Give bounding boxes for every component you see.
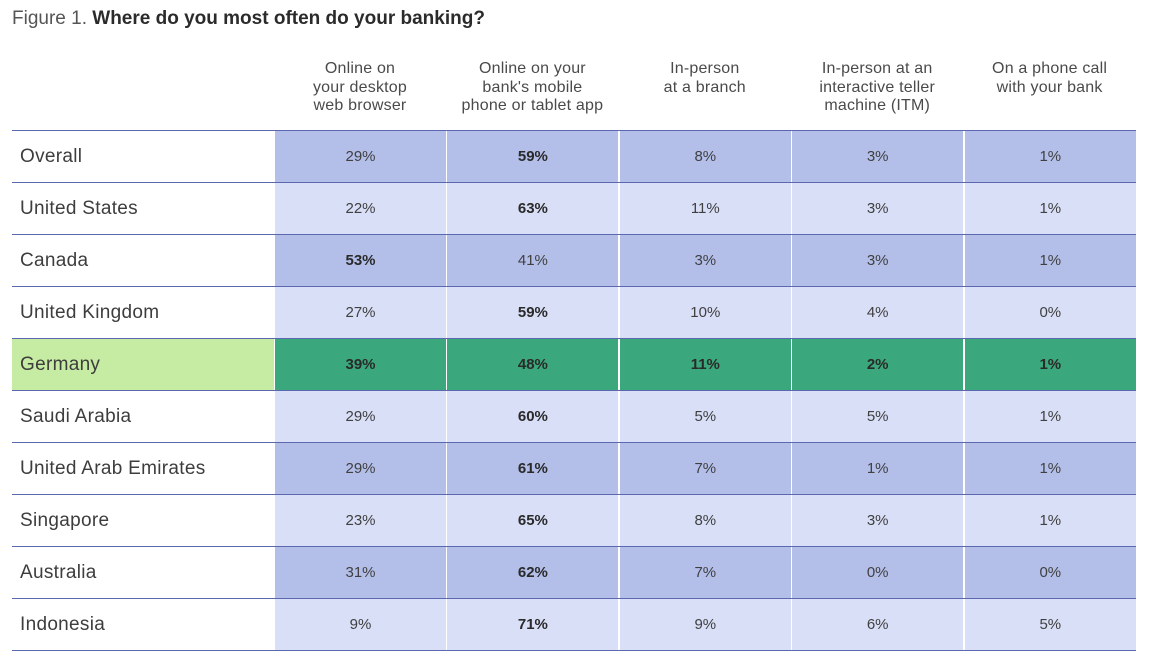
row-label: United Kingdom bbox=[12, 287, 274, 338]
data-cell: 29% bbox=[274, 131, 446, 182]
data-cell: 9% bbox=[274, 599, 446, 650]
data-cell: 29% bbox=[274, 391, 446, 442]
data-cell: 8% bbox=[618, 131, 791, 182]
figure-question: Where do you most often do your banking? bbox=[92, 8, 485, 29]
data-cell: 4% bbox=[791, 287, 964, 338]
column-header-line: bank's mobile bbox=[482, 78, 583, 96]
data-cell: 48% bbox=[446, 339, 619, 390]
data-cell: 59% bbox=[446, 131, 619, 182]
data-cell: 41% bbox=[446, 235, 619, 286]
row-label: Canada bbox=[12, 235, 274, 286]
data-cell: 61% bbox=[446, 443, 619, 494]
row-label: Saudi Arabia bbox=[12, 391, 274, 442]
data-cell: 23% bbox=[274, 495, 446, 546]
data-cell: 5% bbox=[618, 391, 791, 442]
data-cell: 3% bbox=[791, 235, 964, 286]
data-cell: 3% bbox=[618, 235, 791, 286]
table-row: Canada 53% 41% 3% 3% 1% bbox=[12, 235, 1136, 287]
row-label: Overall bbox=[12, 131, 274, 182]
data-cell: 5% bbox=[963, 599, 1136, 650]
column-header-line: In-person bbox=[670, 60, 740, 77]
table-row: United States 22% 63% 11% 3% 1% bbox=[12, 183, 1136, 235]
data-cell: 1% bbox=[963, 495, 1136, 546]
row-label: United Arab Emirates bbox=[12, 443, 274, 494]
figure-number: Figure 1. bbox=[12, 8, 87, 29]
column-header-line: On a phone call bbox=[992, 60, 1108, 77]
column-header-line: machine (ITM) bbox=[824, 97, 931, 114]
data-cell: 11% bbox=[618, 339, 791, 390]
column-header-line: interactive teller bbox=[819, 78, 936, 96]
column-header-line: Online on bbox=[324, 60, 396, 77]
data-cell: 8% bbox=[618, 495, 791, 546]
data-cell: 0% bbox=[963, 287, 1136, 338]
data-cell: 22% bbox=[274, 183, 446, 234]
data-cell: 6% bbox=[791, 599, 964, 650]
table-row: Indonesia 9% 71% 9% 6% 5% bbox=[12, 599, 1136, 651]
column-header-line: Online on your bbox=[478, 60, 586, 77]
table-row: Saudi Arabia 29% 60% 5% 5% 1% bbox=[12, 391, 1136, 443]
column-header-line: In-person at an bbox=[821, 60, 933, 77]
data-cell: 0% bbox=[791, 547, 964, 598]
data-cell: 1% bbox=[963, 131, 1136, 182]
data-cell: 59% bbox=[446, 287, 619, 338]
column-header-line: web browser bbox=[313, 97, 407, 114]
data-cell: 53% bbox=[274, 235, 446, 286]
row-label: United States bbox=[12, 183, 274, 234]
data-cell: 3% bbox=[791, 131, 964, 182]
data-cell: 1% bbox=[791, 443, 964, 494]
data-cell: 63% bbox=[446, 183, 619, 234]
data-cell: 65% bbox=[446, 495, 619, 546]
data-cell: 39% bbox=[274, 339, 446, 390]
row-label: Germany bbox=[12, 339, 274, 390]
data-cell: 0% bbox=[963, 547, 1136, 598]
data-cell: 1% bbox=[963, 339, 1136, 390]
table-row: Overall 29% 59% 8% 3% 1% bbox=[12, 131, 1136, 183]
table-row: Singapore 23% 65% 8% 3% 1% bbox=[12, 495, 1136, 547]
data-cell: 5% bbox=[791, 391, 964, 442]
data-cell: 62% bbox=[446, 547, 619, 598]
column-header-1: Online on your desktop web browser bbox=[274, 60, 446, 116]
column-header-line: phone or tablet app bbox=[461, 97, 604, 114]
column-header-line: with your bank bbox=[996, 78, 1103, 96]
column-header-3: In-person at a branch bbox=[619, 60, 791, 97]
data-cell: 1% bbox=[963, 443, 1136, 494]
data-cell: 71% bbox=[446, 599, 619, 650]
data-cell: 27% bbox=[274, 287, 446, 338]
data-cell: 1% bbox=[963, 391, 1136, 442]
data-cell: 31% bbox=[274, 547, 446, 598]
figure-title: Figure 1. Where do you most often do you… bbox=[12, 8, 485, 30]
column-header-line: your desktop bbox=[312, 78, 407, 96]
data-cell: 2% bbox=[791, 339, 964, 390]
data-cell: 9% bbox=[618, 599, 791, 650]
data-cell: 60% bbox=[446, 391, 619, 442]
data-cell: 29% bbox=[274, 443, 446, 494]
data-cell: 7% bbox=[618, 443, 791, 494]
table-row: United Kingdom 27% 59% 10% 4% 0% bbox=[12, 287, 1136, 339]
table-row: United Arab Emirates 29% 61% 7% 1% 1% bbox=[12, 443, 1136, 495]
data-cell: 3% bbox=[791, 495, 964, 546]
column-header-4: In-person at an interactive teller machine… bbox=[791, 60, 963, 116]
banking-table: Overall 29% 59% 8% 3% 1% United States 22% 63% 11… bbox=[12, 130, 1136, 651]
data-cell: 10% bbox=[618, 287, 791, 338]
data-cell: 1% bbox=[963, 235, 1136, 286]
row-label: Australia bbox=[12, 547, 274, 598]
row-label: Singapore bbox=[12, 495, 274, 546]
column-header-5: On a phone call with your bank bbox=[964, 60, 1136, 97]
data-cell: 11% bbox=[618, 183, 791, 234]
row-label: Indonesia bbox=[12, 599, 274, 650]
column-header-line: at a branch bbox=[663, 78, 746, 96]
column-header-2: Online on your bank's mobile phone or tabl… bbox=[446, 60, 618, 116]
table-row: Germany 39% 48% 11% 2% 1% bbox=[12, 339, 1136, 391]
table-row: Australia 31% 62% 7% 0% 0% bbox=[12, 547, 1136, 599]
data-cell: 1% bbox=[963, 183, 1136, 234]
data-cell: 7% bbox=[618, 547, 791, 598]
column-headers: Online on your desktop web browser Online o… bbox=[12, 60, 1136, 130]
data-cell: 3% bbox=[791, 183, 964, 234]
